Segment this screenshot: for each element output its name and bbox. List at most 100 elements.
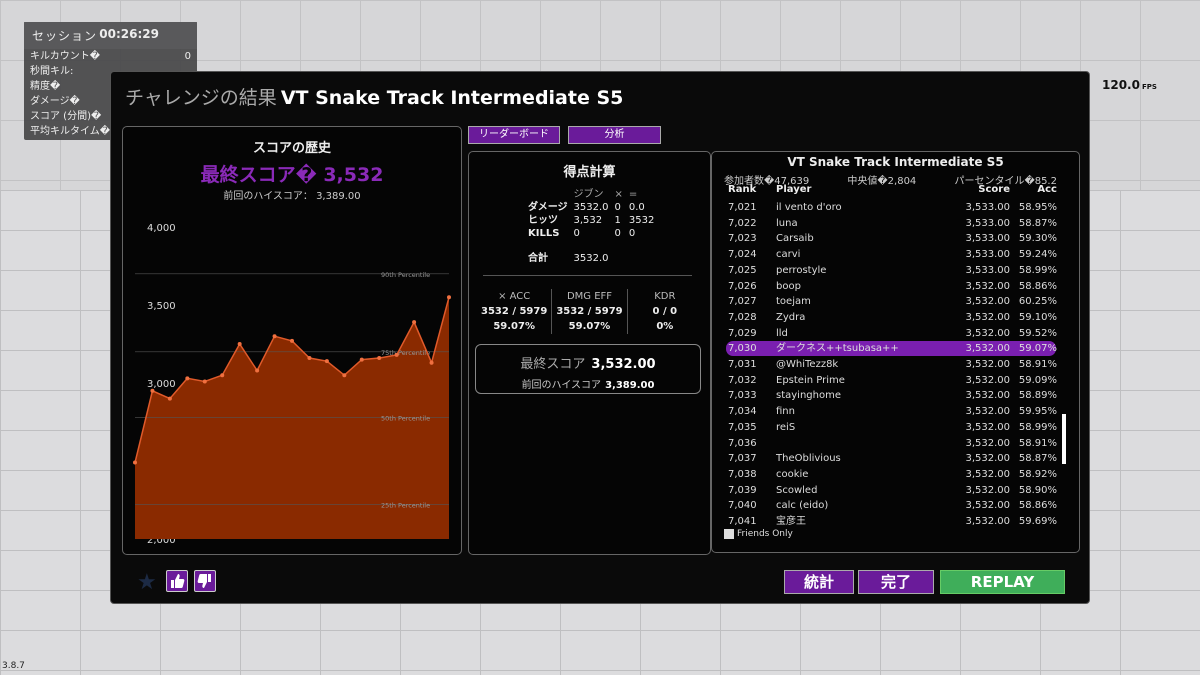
- history-previous-high: 前回のハイスコア： 3,389.00: [223, 191, 361, 202]
- calc-value: 3,532: [573, 215, 603, 226]
- leaderboard-row[interactable]: 7,033 stayinghome 3,532.00 58.89%: [712, 388, 1072, 403]
- session-label: 秒間キル:: [30, 66, 74, 77]
- leaderboard-row[interactable]: 7,031 @WhiTezz8k 3,532.00 58.91%: [712, 357, 1072, 372]
- cell-player: luna: [776, 217, 798, 229]
- cell-acc: 59.10%: [1018, 311, 1057, 323]
- history-final-score: 最終スコア� 3,532: [200, 164, 384, 186]
- y-tick-label: 2,000: [147, 535, 176, 546]
- stats-button[interactable]: 統計: [784, 570, 854, 594]
- leaderboard-row[interactable]: 7,021 il vento d'oro 3,533.00 58.95%: [712, 200, 1072, 215]
- score-point: [377, 356, 382, 361]
- column-acc[interactable]: Acc: [1037, 184, 1057, 195]
- session-row: 秒間キル:: [24, 64, 197, 79]
- y-tick-label: 4,000: [147, 223, 176, 234]
- session-label: ダメージ�: [30, 96, 80, 107]
- leaderboard-row[interactable]: 7,024 carvi 3,533.00 59.24%: [712, 247, 1072, 262]
- calc-value: 0: [614, 228, 621, 239]
- cell-score: 3,532.00: [965, 343, 1010, 355]
- cell-player: Carsaib: [776, 233, 814, 245]
- cell-player: perrostyle: [776, 264, 827, 276]
- tab-leaderboard[interactable]: リーダーボード: [468, 126, 560, 144]
- thumbs-down-button[interactable]: [194, 570, 216, 592]
- replay-button[interactable]: REPLAY: [940, 570, 1065, 594]
- cell-player: il vento d'oro: [776, 202, 842, 213]
- leaderboard-row[interactable]: 7,025 perrostyle 3,533.00 58.99%: [712, 263, 1072, 278]
- score-point: [220, 373, 225, 378]
- cell-rank: 7,032: [728, 374, 757, 386]
- cell-acc: 59.69%: [1018, 516, 1057, 527]
- leaderboard-row[interactable]: 7,032 Epstein Prime 3,532.00 59.09%: [712, 373, 1072, 388]
- cell-acc: 59.09%: [1018, 374, 1057, 386]
- participants-count: 参加者数�47,639: [724, 176, 810, 187]
- leaderboard-row[interactable]: 7,040 calc (eido) 3,532.00 58.86%: [712, 498, 1072, 513]
- leaderboard-row[interactable]: 7,038 cookie 3,532.00 58.92%: [712, 467, 1072, 482]
- leaderboard-row[interactable]: 7,035 reiS 3,532.00 58.99%: [712, 420, 1072, 435]
- cell-rank: 7,024: [728, 249, 757, 261]
- percentile-value: パーセンタイル�85.2: [954, 176, 1057, 187]
- leaderboard-row[interactable]: 7,039 Scowled 3,532.00 58.90%: [712, 483, 1072, 498]
- cell-acc: 59.30%: [1018, 233, 1057, 245]
- version-label: 3.8.7: [2, 661, 25, 671]
- cell-acc: 58.87%: [1018, 217, 1057, 229]
- cell-player: 宝彦王: [776, 516, 806, 527]
- calc-total-value: 3532.0: [573, 253, 609, 264]
- leaderboard-row[interactable]: 7,028 Zydra 3,532.00 59.10%: [712, 310, 1072, 325]
- cell-score: 3,532.00: [965, 374, 1010, 386]
- column-score[interactable]: Score: [978, 184, 1010, 195]
- cell-acc: 58.86%: [1018, 500, 1057, 512]
- calc-header: [525, 188, 571, 201]
- leaderboard-row[interactable]: 7,041 宝彦王 3,532.00 59.69%: [712, 514, 1072, 529]
- thumbs-up-button[interactable]: [166, 570, 188, 592]
- previous-high-label: 前回のハイスコア: [521, 380, 602, 391]
- final-score-box: 最終スコア 3,532.00 前回のハイスコア 3,389.00: [475, 344, 701, 394]
- cell-rank: 7,035: [728, 421, 757, 433]
- leaderboard-row[interactable]: 7,037 TheOblivious 3,532.00 58.87%: [712, 451, 1072, 466]
- favorite-star-icon[interactable]: ★: [137, 570, 157, 595]
- cell-player: Epstein Prime: [776, 374, 845, 386]
- leaderboard-list[interactable]: 7,021 il vento d'oro 3,533.00 58.95% 7,022 lu…: [712, 200, 1072, 530]
- leaderboard-row[interactable]: 7,036 3,532.00 58.91%: [712, 436, 1072, 451]
- leaderboard-row[interactable]: 7,022 luna 3,533.00 58.87%: [712, 216, 1072, 231]
- session-value: 0: [184, 51, 191, 62]
- percentile-label: 75th Percentile: [381, 349, 430, 357]
- cell-score: 3,532.00: [965, 280, 1010, 292]
- calc-label: ヒッツ: [528, 215, 558, 226]
- score-calculation-panel: 得点計算 ジブン × = ダメージ 3532.0 0 0.0 ヒッツ 3,532…: [468, 151, 711, 555]
- leaderboard-row[interactable]: 7,026 boop 3,532.00 58.86%: [712, 279, 1072, 294]
- friends-only-toggle[interactable]: Friends Only: [724, 529, 793, 539]
- cell-rank: 7,040: [728, 500, 757, 512]
- leaderboard-row[interactable]: 7,029 lld 3,532.00 59.52%: [712, 326, 1072, 341]
- done-button[interactable]: 完了: [858, 570, 934, 594]
- cell-rank: 7,022: [728, 217, 757, 229]
- cell-player: carvi: [776, 249, 801, 261]
- stat-pct: 59.07%: [568, 321, 611, 332]
- leaderboard-scrollbar[interactable]: [1062, 414, 1066, 464]
- leaderboard-row[interactable]: 7,027 toejam 3,532.00 60.25%: [712, 294, 1072, 309]
- calc-header: ジブン: [573, 189, 604, 200]
- cell-score: 3,532.00: [965, 311, 1010, 323]
- fps-value: 120.0: [1102, 78, 1140, 92]
- calc-value: 3532.0: [573, 202, 609, 213]
- cell-player: calc (eido): [776, 500, 829, 512]
- calc-header: ×: [614, 189, 623, 200]
- score-point: [272, 334, 277, 339]
- session-row: キルカウント� 0: [24, 49, 197, 64]
- stat-dmg-eff: DMG EFF 3532 / 5979 59.07%: [551, 289, 626, 334]
- score-point: [133, 460, 137, 465]
- column-player[interactable]: Player: [776, 184, 812, 195]
- cell-score: 3,532.00: [965, 437, 1010, 449]
- score-point: [394, 352, 399, 357]
- cell-score: 3,532.00: [965, 406, 1010, 418]
- leaderboard-row[interactable]: 7,034 finn 3,532.00 59.95%: [712, 404, 1072, 419]
- calc-total-label: 合計: [528, 253, 548, 264]
- friends-only-checkbox[interactable]: [724, 529, 734, 539]
- calc-label: KILLS: [528, 228, 560, 239]
- cell-player: cookie: [776, 468, 809, 480]
- leaderboard-row-current-player[interactable]: 7,030 ダークネス++tsubasa++ 3,532.00 59.07%: [726, 341, 1057, 357]
- cell-rank: 7,030: [728, 343, 757, 355]
- cell-rank: 7,027: [728, 296, 757, 308]
- leaderboard-row[interactable]: 7,023 Carsaib 3,533.00 59.30%: [712, 231, 1072, 246]
- column-rank[interactable]: Rank: [728, 184, 757, 195]
- tab-analysis[interactable]: 分析: [568, 126, 661, 144]
